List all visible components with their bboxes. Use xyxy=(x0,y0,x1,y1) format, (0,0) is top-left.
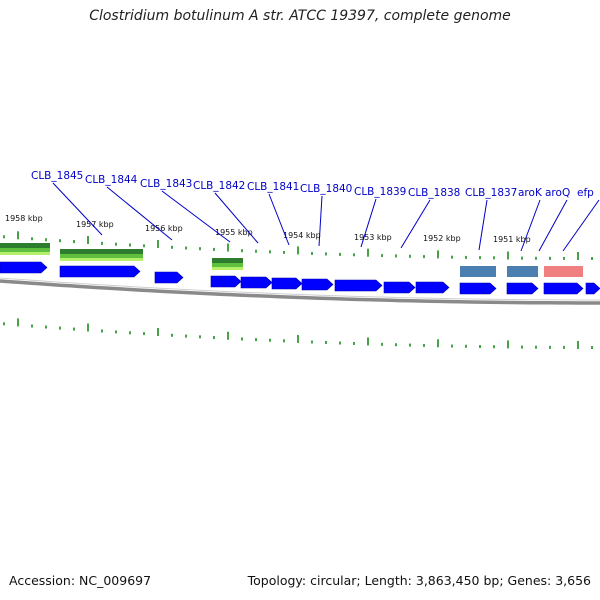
gene-leader-line xyxy=(106,186,173,241)
feature-block-dark xyxy=(60,249,143,254)
cds-arrow xyxy=(543,282,584,295)
outer-tick-ring xyxy=(3,231,593,260)
feature-block-dark xyxy=(0,243,50,248)
scale-label: 1952 kbp xyxy=(423,234,461,243)
gene-label: CLB_1843 xyxy=(140,178,192,190)
cds-arrow xyxy=(59,265,141,278)
cds-arrow xyxy=(0,261,48,274)
gene-label: efp xyxy=(577,187,594,199)
gene-leader-line xyxy=(268,193,290,246)
gene-labels: CLB_1845 CLB_1844 CLB_1843 CLB_1842 CLB_1841… xyxy=(31,170,594,199)
accession-text: Accession: NC_009697 xyxy=(9,573,152,588)
backbone-outer xyxy=(0,279,600,305)
cds-arrow xyxy=(210,275,242,288)
feature-block-light xyxy=(60,258,143,261)
gene-label: CLB_1840 xyxy=(300,183,352,195)
cds-arrow xyxy=(334,279,383,292)
feature-block-mid xyxy=(212,263,243,267)
genome-backbone xyxy=(0,277,600,305)
gene-label-leaders xyxy=(52,182,600,252)
gene-label: CLB_1841 xyxy=(247,181,299,193)
cds-arrow xyxy=(154,271,184,284)
gene-leader-line xyxy=(400,199,431,249)
feature-block-pink xyxy=(544,266,583,277)
gene-leader-line xyxy=(520,199,541,252)
cds-arrow xyxy=(271,277,303,290)
scale-label: 1956 kbp xyxy=(145,224,183,233)
genome-stats-text: Topology: circular; Length: 3,863,450 bp… xyxy=(247,573,591,588)
gene-label: CLB_1842 xyxy=(193,180,245,192)
scale-label: 1953 kbp xyxy=(354,233,392,242)
cds-arrow xyxy=(301,278,334,291)
scale-label: 1958 kbp xyxy=(5,214,43,223)
gene-leader-line xyxy=(318,195,323,247)
feature-track xyxy=(0,243,583,277)
feature-block-light xyxy=(0,252,50,255)
scale-label: 1954 kbp xyxy=(283,231,321,240)
feature-block-dark xyxy=(212,258,243,263)
feature-block-mid xyxy=(60,254,143,258)
scale-label: 1957 kbp xyxy=(76,220,114,229)
feature-block-light xyxy=(212,267,243,270)
cds-arrow xyxy=(383,281,416,294)
gene-label: CLB_1839 xyxy=(354,186,406,198)
scale-labels: 1958 kbp 1957 kbp 1956 kbp 1955 kbp 1954 kbp… xyxy=(5,214,531,244)
map-title: Clostridium botulinum A str. ATCC 19397,… xyxy=(89,8,511,24)
feature-block-steel xyxy=(507,266,538,277)
gene-leader-line xyxy=(52,182,103,236)
gene-label: CLB_1837 xyxy=(465,187,517,199)
gene-leader-line xyxy=(562,199,600,252)
gene-leader-line xyxy=(538,199,568,252)
cds-arrow xyxy=(240,276,273,289)
cds-arrow xyxy=(506,282,539,295)
gene-label: CLB_1838 xyxy=(408,187,460,199)
scale-label: 1955 kbp xyxy=(215,228,253,237)
inner-tick-ring xyxy=(3,318,593,349)
gene-label: aroQ xyxy=(545,187,570,199)
backbone-inner xyxy=(0,277,600,301)
gene-label: CLB_1845 xyxy=(31,170,83,182)
feature-block-mid xyxy=(0,248,50,252)
gene-leader-line xyxy=(478,199,488,251)
cds-arrow xyxy=(415,281,450,294)
cds-arrow xyxy=(585,282,600,295)
feature-block-steel xyxy=(460,266,496,277)
gene-leader-line xyxy=(360,198,377,248)
gene-label: aroK xyxy=(518,187,543,199)
cds-track xyxy=(0,261,600,295)
gene-leader-line xyxy=(214,192,259,244)
gene-label: CLB_1844 xyxy=(85,174,138,186)
gene-leader-line xyxy=(161,190,231,243)
cds-arrow xyxy=(459,282,497,295)
scale-label: 1951 kbp xyxy=(493,235,531,244)
